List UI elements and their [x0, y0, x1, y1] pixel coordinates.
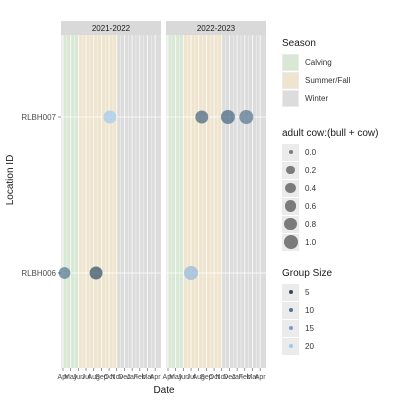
data-point: [89, 266, 103, 280]
x-tick-label: Jan: [126, 374, 137, 381]
ratio-legend-label: 0.4: [305, 183, 317, 193]
x-tick-label: Nov: [216, 374, 229, 381]
data-point: [184, 266, 199, 280]
data-point: [103, 110, 117, 124]
group-size-legend-label: 15: [305, 323, 314, 333]
group-size-dot: [288, 326, 293, 330]
ratio-size-legend: adult cow:(bull + cow) 0.0 0.2 0.4 0.6 0.8 1.…: [282, 128, 378, 251]
season-legend-title: Season: [282, 38, 316, 49]
season-swatch: [282, 71, 299, 89]
ratio-legend-item: 0.2: [282, 161, 378, 179]
x-tick-label: Mar: [141, 374, 154, 381]
group-size-dot: [288, 308, 293, 312]
ratio-size-key: [282, 233, 299, 251]
data-point: [195, 110, 209, 124]
ratio-legend-label: 0.0: [305, 147, 317, 157]
x-tick-label: Sep: [95, 374, 108, 381]
group-size-key: [282, 337, 299, 355]
ratio-legend-label: 0.8: [305, 219, 317, 229]
ratio-size-dot: [284, 200, 297, 212]
x-tick-label: Jun: [178, 374, 189, 381]
x-tick-label: Aug: [87, 374, 100, 381]
season-legend: Season Calving Summer/Fall Winter: [282, 38, 350, 107]
x-tick-label: Oct: [209, 374, 220, 381]
group-size-key: [282, 319, 299, 337]
ratio-legend-label: 0.2: [305, 165, 317, 175]
x-tick-label: Mar: [246, 374, 259, 381]
ratio-legend-item: 0.4: [282, 179, 378, 197]
ratio-legend-item: 1.0: [282, 233, 378, 251]
season-legend-item: Calving: [282, 53, 350, 71]
x-tick-label: May: [64, 374, 78, 381]
ratio-size-dot: [285, 182, 296, 194]
group-legend-title: Group Size: [282, 268, 333, 279]
x-tick-label: Apr: [150, 374, 162, 381]
group-size-key: [282, 301, 299, 319]
x-tick-label: Dec: [118, 374, 131, 381]
season-legend-label: Calving: [305, 57, 332, 67]
ratio-size-key: [282, 215, 299, 233]
season-legend-label: Winter: [305, 93, 329, 103]
x-tick-label: Dec: [223, 374, 236, 381]
ratio-legend-label: 1.0: [305, 237, 317, 247]
ratio-size-key: [282, 197, 299, 215]
group-size-key: [282, 283, 299, 301]
season-band-winter: [155, 35, 161, 368]
ratio-legend-title: adult cow:(bull + cow): [282, 128, 379, 139]
group-size-legend-item: 10: [282, 301, 332, 319]
x-tick-label: Sep: [200, 374, 213, 381]
x-tick-label: Jul: [82, 374, 91, 381]
x-tick-label: Apr: [255, 374, 267, 381]
x-tick-label: Jul: [187, 374, 196, 381]
x-tick-label: Apr: [58, 374, 70, 381]
group-size-legend-label: 10: [305, 305, 314, 315]
data-point: [220, 110, 235, 124]
x-tick-label: Jun: [73, 374, 84, 381]
x-tick-label: Apr: [163, 374, 175, 381]
ratio-legend-item: 0.6: [282, 197, 378, 215]
ratio-size-key: [282, 161, 299, 179]
ratio-size-dot: [286, 165, 295, 175]
season-band-winter: [260, 35, 266, 368]
x-tick-label: Feb: [239, 374, 251, 381]
facet-strip: [166, 21, 266, 35]
group-size-dot: [288, 290, 293, 294]
x-tick-label: Oct: [104, 374, 115, 381]
season-legend-item: Winter: [282, 89, 350, 107]
x-tick-label: Aug: [192, 374, 205, 381]
ratio-size-dot: [284, 217, 297, 231]
x-tick-label: Feb: [134, 374, 146, 381]
ratio-legend-item: 0.0: [282, 143, 378, 161]
group-size-legend-item: 15: [282, 319, 332, 337]
group-size-legend-item: 5: [282, 283, 332, 301]
group-size-legend: Group Size 5 10 15 20: [282, 268, 332, 355]
ratio-size-key: [282, 179, 299, 197]
x-tick-label: May: [169, 374, 183, 381]
season-legend-label: Summer/Fall: [305, 75, 351, 85]
facet-label: 2021-2022: [92, 24, 131, 33]
data-point: [239, 110, 254, 124]
ratio-size-dot: [288, 150, 293, 154]
season-swatch: [282, 89, 299, 107]
group-size-legend-item: 20: [282, 337, 332, 355]
y-axis-title: Location ID: [5, 155, 16, 206]
ratio-size-key: [282, 143, 299, 161]
x-tick-label: Jan: [231, 374, 242, 381]
season-swatch: [282, 53, 299, 71]
facet-label: 2022-2023: [197, 24, 236, 33]
x-tick-label: Nov: [111, 374, 124, 381]
ratio-legend-label: 0.6: [305, 201, 317, 211]
facet-strip: [61, 21, 161, 35]
y-tick-label: RLBH006: [21, 269, 56, 278]
y-tick-label: RLBH007: [21, 113, 56, 122]
x-axis-title: Date: [153, 385, 175, 396]
ratio-legend-item: 0.8: [282, 215, 378, 233]
group-size-dot: [288, 344, 293, 348]
group-size-legend-label: 5: [305, 287, 310, 297]
data-point: [58, 267, 71, 279]
ratio-size-dot: [283, 235, 298, 249]
group-size-legend-label: 20: [305, 341, 314, 351]
season-legend-item: Summer/Fall: [282, 71, 350, 89]
